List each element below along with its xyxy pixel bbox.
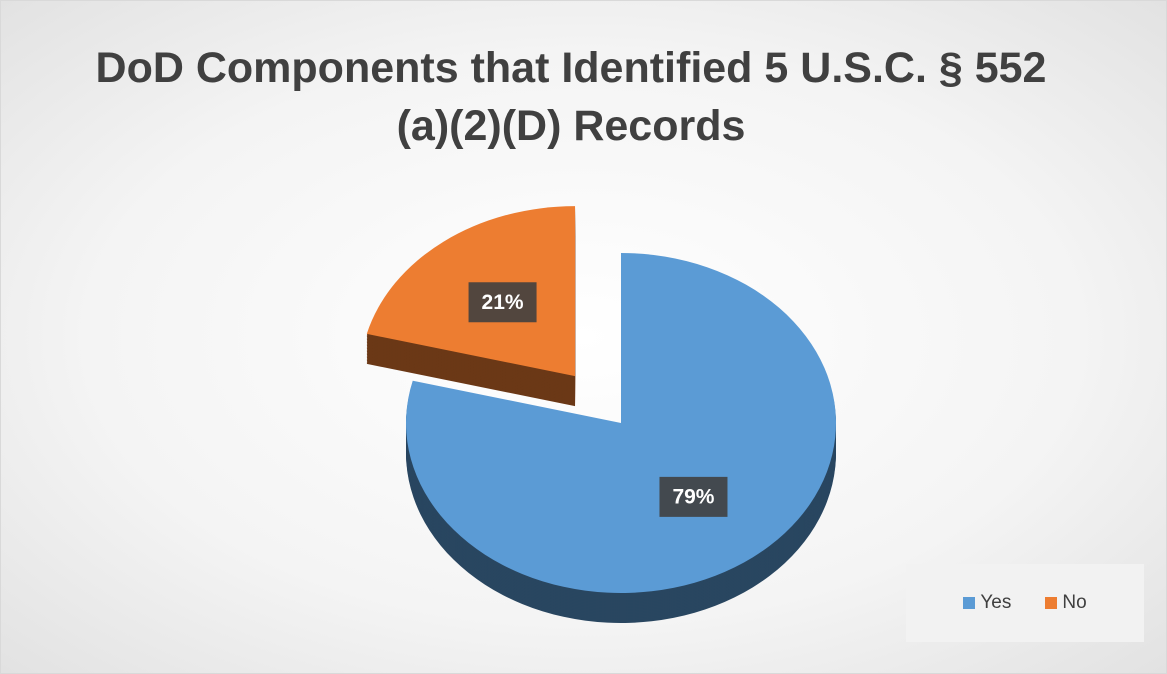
data-label-text: 21% [482,291,524,314]
legend-swatch [1045,597,1058,609]
data-label: 21% [468,282,537,323]
data-label-box [468,282,537,323]
legend: Yes No [906,564,1144,642]
legend-item: No [1045,592,1087,614]
legend-label: No [1062,592,1087,613]
data-label-box [659,476,728,517]
legend-item: Yes [963,592,1011,614]
pie-slice [406,253,837,593]
legend-label: Yes [980,592,1012,613]
data-label-text: 79% [672,485,714,508]
chart-title: DoD Components that Identified 5 U.S.C. … [95,44,1047,150]
data-label: 79% [659,476,728,517]
legend-swatch [963,597,976,609]
